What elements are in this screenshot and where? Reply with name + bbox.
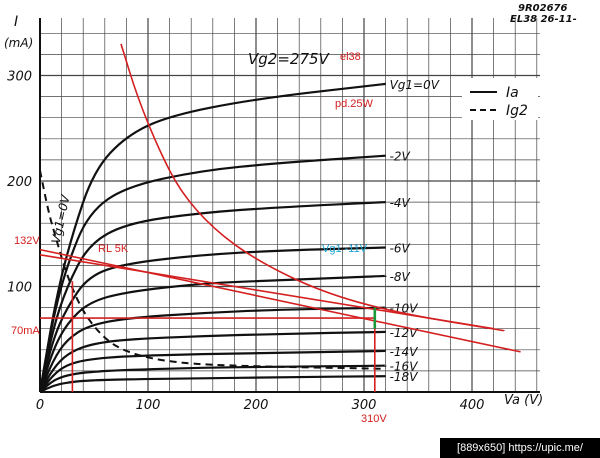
y-mark-low: 70mA xyxy=(11,325,40,337)
y-tick-label: 200 xyxy=(7,175,32,190)
chart-axes xyxy=(39,18,540,393)
axis-ticks: 100 200 300 0 100 200 300 400 xyxy=(7,70,484,414)
chart-grid xyxy=(39,18,540,393)
load-line xyxy=(39,254,494,330)
x-tick-label: 200 xyxy=(244,398,269,413)
curve-label: -4V xyxy=(390,196,411,210)
ia-curve xyxy=(39,375,386,393)
curve-labels: Vg1=0V-2V-4V-6V-8V-10V-12V-14V-16V-18VVg… xyxy=(49,78,440,384)
x-axis-label: Va (V) xyxy=(504,393,543,408)
bias-annotation: Vg1 -11V xyxy=(322,243,368,255)
tube-annotation: el38 xyxy=(340,51,361,63)
ia-curve xyxy=(39,349,387,393)
y-mark-high: 132V xyxy=(14,235,40,247)
y-tick-label: 100 xyxy=(7,281,32,296)
load-line-secondary xyxy=(39,248,521,353)
image-host-watermark: [889x650] https://upic.me/ xyxy=(440,438,600,458)
ia-curve xyxy=(38,154,386,393)
ia-curve xyxy=(38,200,387,393)
curve-label: Vg1=0V xyxy=(390,78,440,92)
x-mark: 310V xyxy=(361,413,387,425)
condition-label: Vg2=275V xyxy=(248,50,331,68)
curve-label: -6V xyxy=(390,241,411,255)
dissipation-annotation: pd.25W xyxy=(335,98,374,110)
annotation-lines xyxy=(39,43,521,392)
load-annotation: RL 5K xyxy=(98,243,129,255)
curve-label: -14V xyxy=(390,345,419,359)
curve-label: -12V xyxy=(390,326,419,340)
ia-curve xyxy=(39,330,387,393)
x-tick-label: 100 xyxy=(136,398,161,413)
ig2-curve-label: Vg1=0V xyxy=(49,193,73,245)
ia-curve xyxy=(38,306,387,393)
y-tick-label: 300 xyxy=(7,70,32,85)
header-sheet: EL38 26-11- xyxy=(510,14,577,25)
dissipation-hyperbola xyxy=(120,43,506,332)
header-code: 9R02676 xyxy=(518,3,567,14)
curve-label: -18V xyxy=(390,370,419,384)
legend-box xyxy=(462,78,538,120)
legend-ig2-label: Ig2 xyxy=(506,103,528,119)
y-axis-symbol: I xyxy=(14,14,18,30)
ia-curve xyxy=(38,246,387,393)
legend-ia-label: Ia xyxy=(506,85,519,101)
x-tick-label: 400 xyxy=(460,398,485,413)
curve-label: -8V xyxy=(390,270,411,284)
ia-curves xyxy=(38,82,387,393)
y-axis-unit: (mA) xyxy=(4,36,33,50)
x-tick-label: 300 xyxy=(352,398,377,413)
legend: Ia Ig2 xyxy=(462,78,538,120)
ig2-curve xyxy=(39,170,386,370)
curve-label: -16V xyxy=(390,360,419,374)
x-tick-label: 0 xyxy=(36,398,44,413)
ia-curve xyxy=(38,274,387,393)
curve-label: -2V xyxy=(390,150,411,164)
